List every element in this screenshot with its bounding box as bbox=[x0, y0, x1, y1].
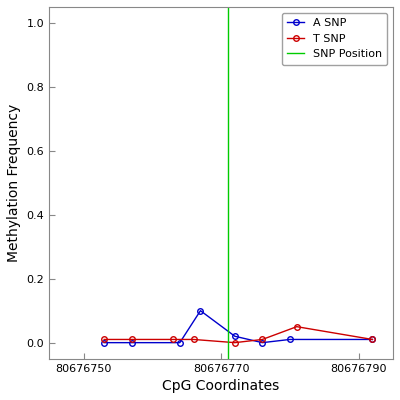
T SNP bbox=[294, 324, 299, 329]
Line: A SNP: A SNP bbox=[101, 308, 375, 346]
A SNP bbox=[370, 337, 375, 342]
T SNP bbox=[102, 337, 106, 342]
T SNP bbox=[170, 337, 175, 342]
A SNP bbox=[102, 340, 106, 345]
Line: T SNP: T SNP bbox=[101, 324, 375, 346]
A SNP bbox=[260, 340, 265, 345]
A SNP bbox=[232, 334, 237, 339]
A SNP bbox=[198, 308, 203, 313]
A SNP bbox=[129, 340, 134, 345]
T SNP bbox=[232, 340, 237, 345]
X-axis label: CpG Coordinates: CpG Coordinates bbox=[162, 379, 280, 393]
Y-axis label: Methylation Frequency: Methylation Frequency bbox=[7, 104, 21, 262]
T SNP bbox=[129, 337, 134, 342]
T SNP bbox=[370, 337, 375, 342]
Legend: A SNP, T SNP, SNP Position: A SNP, T SNP, SNP Position bbox=[282, 12, 388, 65]
A SNP bbox=[178, 340, 182, 345]
T SNP bbox=[191, 337, 196, 342]
A SNP bbox=[288, 337, 292, 342]
T SNP bbox=[260, 337, 265, 342]
